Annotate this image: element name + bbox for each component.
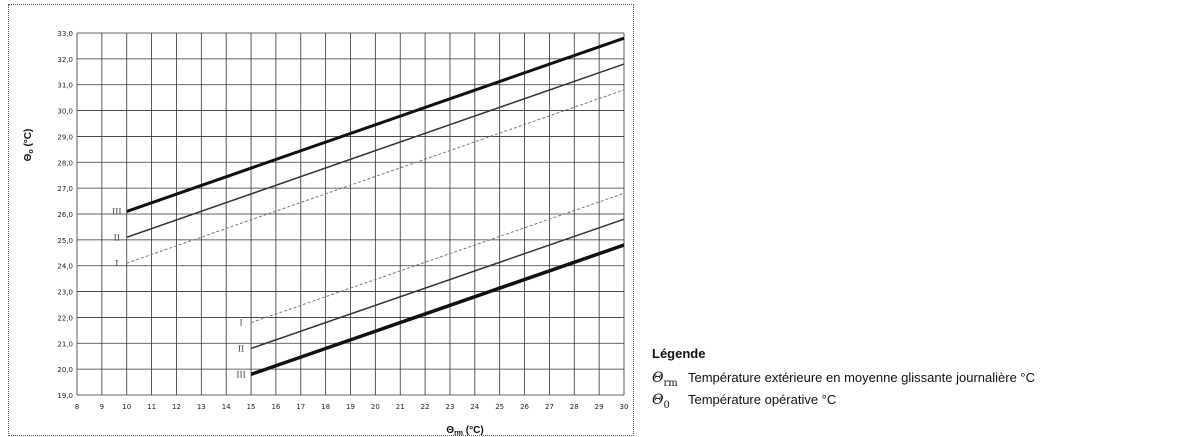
x-tick-label: 26: [520, 403, 529, 411]
x-tick-label: 27: [545, 403, 554, 411]
series-line-III: [250, 243, 625, 376]
y-tick-label: 28,0: [57, 159, 73, 167]
x-axis-label: Θrm (°C): [446, 425, 483, 437]
x-tick-label: 18: [321, 403, 330, 411]
y-tick-label: 27,0: [57, 185, 73, 193]
y-tick-label: 23,0: [57, 289, 73, 297]
category-label: I: [240, 319, 243, 328]
legend-item-text: Température extérieure en moyenne glissa…: [688, 370, 1035, 385]
series-lines: [126, 36, 625, 376]
category-label: II: [238, 344, 244, 353]
legend: Légende Θrm Température extérieure en mo…: [652, 346, 1172, 414]
legend-item-op: Θ0 Température opérative °C: [652, 392, 1172, 414]
series-line-I: [126, 89, 625, 264]
x-tick-labels: 8 9 10 11 12 13 14 15 16 17 18 19 20 21 22 23 24 25 26 27 28…: [75, 403, 629, 411]
x-tick-label: 30: [620, 403, 629, 411]
x-tick-label: 11: [147, 403, 156, 411]
x-tick-label: 23: [445, 403, 454, 411]
y-tick-label: 19,0: [57, 392, 73, 400]
y-tick-label: 20,0: [57, 366, 73, 374]
x-tick-label: 28: [570, 403, 579, 411]
x-tick-label: 8: [75, 403, 79, 411]
series-line-II: [250, 218, 625, 350]
x-tick-label: 15: [247, 403, 256, 411]
x-tick-label: 14: [222, 403, 231, 411]
y-tick-labels: 19,0 20,0 21,0 22,0 23,0 24,0 25,0 26,0 27,0 28,0…: [57, 30, 73, 400]
series-line-III: [126, 36, 625, 213]
series-line-I: [250, 192, 625, 324]
x-tick-label: 21: [396, 403, 405, 411]
y-tick-label: 30,0: [57, 108, 73, 116]
x-tick-label: 22: [421, 403, 430, 411]
y-tick-label: 25,0: [57, 237, 73, 245]
y-axis-label: Θo (°C): [23, 129, 35, 162]
x-tick-label: 24: [470, 403, 479, 411]
category-label: I: [115, 259, 118, 268]
x-tick-label: 20: [371, 403, 380, 411]
legend-item-rm: Θrm Température extérieure en moyenne gl…: [652, 370, 1172, 392]
y-tick-label: 22,0: [57, 314, 73, 322]
comfort-chart: 8 9 10 11 12 13 14 15 16 17 18 19 20 21 22 23 24 25 26 27 28…: [23, 30, 629, 437]
x-tick-label: 13: [197, 403, 206, 411]
x-tick-label: 17: [296, 403, 305, 411]
x-tick-label: 19: [346, 403, 355, 411]
series-line-II: [126, 63, 625, 238]
y-tick-label: 26,0: [57, 211, 73, 219]
x-tick-label: 16: [271, 403, 280, 411]
y-tick-label: 21,0: [57, 340, 73, 348]
x-tick-label: 9: [100, 403, 104, 411]
theta-rm-symbol: Θrm: [652, 370, 678, 389]
category-label: III: [112, 207, 121, 216]
x-tick-label: 12: [172, 403, 181, 411]
category-label: III: [236, 370, 245, 379]
chart-frame: 8 9 10 11 12 13 14 15 16 17 18 19 20 21 22 23 24 25 26 27 28…: [8, 4, 634, 437]
x-tick-label: 10: [122, 403, 131, 411]
grid: [76, 32, 625, 396]
legend-title: Légende: [652, 346, 706, 361]
y-tick-label: 31,0: [57, 82, 73, 90]
y-tick-label: 33,0: [57, 30, 73, 38]
theta-0-symbol: Θ0: [652, 392, 670, 411]
y-tick-label: 32,0: [57, 56, 73, 64]
legend-item-text: Température opérative °C: [688, 392, 837, 407]
y-tick-label: 29,0: [57, 133, 73, 141]
y-tick-label: 24,0: [57, 263, 73, 271]
x-tick-label: 25: [495, 403, 504, 411]
x-tick-label: 29: [595, 403, 604, 411]
category-label: II: [114, 233, 120, 242]
